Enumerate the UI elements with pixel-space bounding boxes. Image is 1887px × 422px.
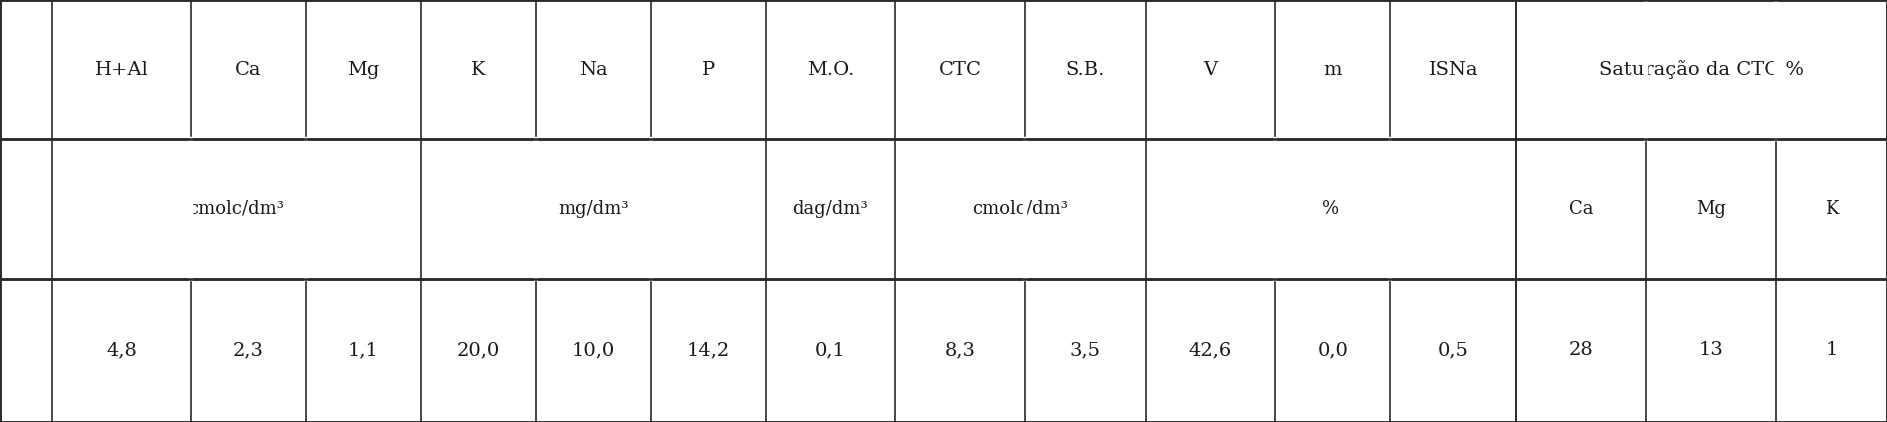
Text: H+Al: H+Al bbox=[94, 61, 149, 78]
Text: Mg: Mg bbox=[1696, 200, 1727, 218]
Text: 14,2: 14,2 bbox=[687, 341, 730, 359]
Text: 1,1: 1,1 bbox=[347, 341, 379, 359]
Text: 0,1: 0,1 bbox=[815, 341, 845, 359]
Text: 2,3: 2,3 bbox=[232, 341, 264, 359]
Text: S.B.: S.B. bbox=[1066, 61, 1106, 78]
Text: P: P bbox=[702, 61, 715, 78]
Text: Ca: Ca bbox=[236, 61, 262, 78]
Text: ISNa: ISNa bbox=[1428, 61, 1478, 78]
Text: 0,5: 0,5 bbox=[1438, 341, 1468, 359]
Text: Ca: Ca bbox=[1568, 200, 1593, 218]
Text: CTC: CTC bbox=[938, 61, 981, 78]
Text: mg/dm³: mg/dm³ bbox=[559, 200, 628, 218]
Text: M.O.: M.O. bbox=[808, 61, 855, 78]
Text: m: m bbox=[1323, 61, 1342, 78]
Text: K: K bbox=[1825, 200, 1838, 218]
Text: 0,0: 0,0 bbox=[1317, 341, 1347, 359]
Text: 3,5: 3,5 bbox=[1070, 341, 1100, 359]
Text: K: K bbox=[472, 61, 485, 78]
Text: 4,8: 4,8 bbox=[106, 341, 138, 359]
Text: cmolc/dm³: cmolc/dm³ bbox=[972, 200, 1068, 218]
Text: 42,6: 42,6 bbox=[1189, 341, 1232, 359]
Text: Na: Na bbox=[579, 61, 608, 78]
Text: 28: 28 bbox=[1568, 341, 1593, 359]
Text: dag/dm³: dag/dm³ bbox=[793, 200, 868, 218]
Text: 13: 13 bbox=[1698, 341, 1723, 359]
Text: 20,0: 20,0 bbox=[457, 341, 500, 359]
Text: 10,0: 10,0 bbox=[572, 341, 615, 359]
Text: cmolc/dm³: cmolc/dm³ bbox=[189, 200, 285, 218]
Text: Saturação da CTC %: Saturação da CTC % bbox=[1598, 60, 1804, 79]
Text: Mg: Mg bbox=[347, 61, 379, 78]
Text: 8,3: 8,3 bbox=[945, 341, 976, 359]
Text: 1: 1 bbox=[1825, 341, 1838, 359]
Text: %: % bbox=[1323, 200, 1340, 218]
Text: V: V bbox=[1204, 61, 1217, 78]
